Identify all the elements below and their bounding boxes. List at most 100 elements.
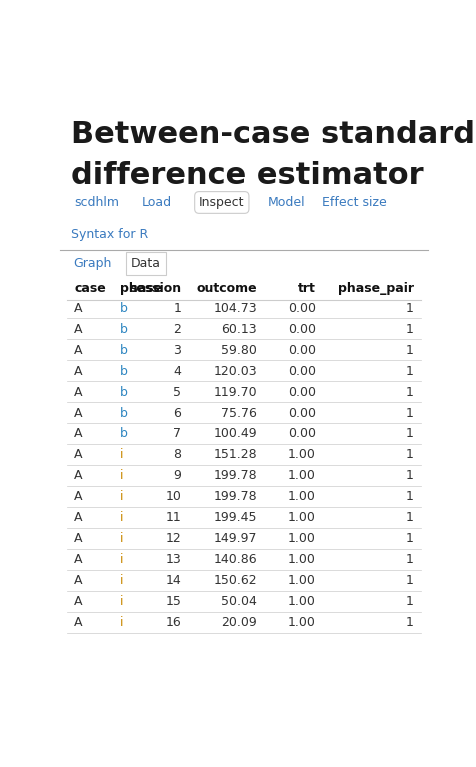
Text: b: b bbox=[120, 323, 128, 336]
Text: 11: 11 bbox=[166, 512, 181, 525]
Text: 0.00: 0.00 bbox=[288, 301, 316, 314]
Text: i: i bbox=[120, 490, 124, 503]
Text: session: session bbox=[129, 282, 181, 295]
Text: 7: 7 bbox=[173, 427, 181, 440]
Text: case: case bbox=[74, 282, 106, 295]
Text: 119.70: 119.70 bbox=[213, 386, 257, 399]
Text: Data: Data bbox=[131, 257, 161, 270]
Text: trt: trt bbox=[298, 282, 316, 295]
Text: A: A bbox=[74, 616, 83, 629]
Text: 59.80: 59.80 bbox=[221, 344, 257, 357]
Text: b: b bbox=[120, 407, 128, 420]
Text: A: A bbox=[74, 344, 83, 357]
Text: 0.00: 0.00 bbox=[288, 323, 316, 336]
Text: 1: 1 bbox=[406, 344, 414, 357]
Text: scdhlm: scdhlm bbox=[74, 196, 119, 209]
Text: phase: phase bbox=[120, 282, 162, 295]
Text: 1: 1 bbox=[406, 386, 414, 399]
Text: Inspect: Inspect bbox=[199, 196, 245, 209]
Text: b: b bbox=[120, 364, 128, 377]
Text: 0.00: 0.00 bbox=[288, 427, 316, 440]
Text: A: A bbox=[74, 449, 83, 462]
Text: i: i bbox=[120, 574, 124, 588]
Text: Between-case standardized mean: Between-case standardized mean bbox=[70, 120, 476, 150]
Text: Syntax for R: Syntax for R bbox=[70, 229, 148, 242]
Text: 1: 1 bbox=[406, 595, 414, 608]
Text: 1: 1 bbox=[406, 490, 414, 503]
Text: phase_pair: phase_pair bbox=[337, 282, 414, 295]
Text: A: A bbox=[74, 553, 83, 566]
Text: 1: 1 bbox=[406, 574, 414, 588]
Text: 13: 13 bbox=[166, 553, 181, 566]
Text: 4: 4 bbox=[173, 364, 181, 377]
Text: A: A bbox=[74, 427, 83, 440]
Text: 1: 1 bbox=[406, 364, 414, 377]
Text: A: A bbox=[74, 407, 83, 420]
Text: 12: 12 bbox=[166, 532, 181, 545]
Text: 1: 1 bbox=[173, 301, 181, 314]
Text: 1.00: 1.00 bbox=[288, 616, 316, 629]
Text: A: A bbox=[74, 490, 83, 503]
Text: 151.28: 151.28 bbox=[213, 449, 257, 462]
Text: 1: 1 bbox=[406, 532, 414, 545]
Text: 0.00: 0.00 bbox=[288, 407, 316, 420]
Text: A: A bbox=[74, 469, 83, 482]
Text: Graph: Graph bbox=[73, 257, 112, 270]
Text: difference estimator: difference estimator bbox=[70, 160, 423, 189]
Text: 1: 1 bbox=[406, 301, 414, 314]
Text: 1.00: 1.00 bbox=[288, 574, 316, 588]
Text: 104.73: 104.73 bbox=[213, 301, 257, 314]
Text: A: A bbox=[74, 512, 83, 525]
Text: Effect size: Effect size bbox=[322, 196, 387, 209]
Text: 199.78: 199.78 bbox=[213, 469, 257, 482]
Text: A: A bbox=[74, 386, 83, 399]
Text: A: A bbox=[74, 301, 83, 314]
Text: 199.45: 199.45 bbox=[213, 512, 257, 525]
Text: 1.00: 1.00 bbox=[288, 553, 316, 566]
Text: 0.00: 0.00 bbox=[288, 364, 316, 377]
Text: 10: 10 bbox=[165, 490, 181, 503]
Text: i: i bbox=[120, 469, 124, 482]
Text: 1.00: 1.00 bbox=[288, 490, 316, 503]
Text: 20.09: 20.09 bbox=[221, 616, 257, 629]
Text: i: i bbox=[120, 449, 124, 462]
Text: b: b bbox=[120, 386, 128, 399]
Text: 1: 1 bbox=[406, 616, 414, 629]
Text: 14: 14 bbox=[166, 574, 181, 588]
Text: Load: Load bbox=[142, 196, 172, 209]
Text: 1.00: 1.00 bbox=[288, 595, 316, 608]
Text: i: i bbox=[120, 595, 124, 608]
Text: 0.00: 0.00 bbox=[288, 344, 316, 357]
Text: 15: 15 bbox=[165, 595, 181, 608]
Text: 0.00: 0.00 bbox=[288, 386, 316, 399]
Text: 1: 1 bbox=[406, 323, 414, 336]
Text: 2: 2 bbox=[173, 323, 181, 336]
Text: Model: Model bbox=[268, 196, 305, 209]
Text: 1.00: 1.00 bbox=[288, 512, 316, 525]
Text: b: b bbox=[120, 301, 128, 314]
Text: b: b bbox=[120, 427, 128, 440]
Text: 1: 1 bbox=[406, 553, 414, 566]
Text: 1: 1 bbox=[406, 512, 414, 525]
Text: 120.03: 120.03 bbox=[213, 364, 257, 377]
Text: A: A bbox=[74, 364, 83, 377]
Text: 1.00: 1.00 bbox=[288, 469, 316, 482]
Text: i: i bbox=[120, 553, 124, 566]
Text: 1.00: 1.00 bbox=[288, 532, 316, 545]
Text: A: A bbox=[74, 595, 83, 608]
Text: 75.76: 75.76 bbox=[221, 407, 257, 420]
Text: A: A bbox=[74, 532, 83, 545]
Text: i: i bbox=[120, 512, 124, 525]
Text: A: A bbox=[74, 323, 83, 336]
Text: 5: 5 bbox=[173, 386, 181, 399]
Text: 1: 1 bbox=[406, 449, 414, 462]
Text: 6: 6 bbox=[173, 407, 181, 420]
Text: outcome: outcome bbox=[196, 282, 257, 295]
Text: 1: 1 bbox=[406, 469, 414, 482]
Text: 3: 3 bbox=[173, 344, 181, 357]
Text: 16: 16 bbox=[166, 616, 181, 629]
Text: 100.49: 100.49 bbox=[213, 427, 257, 440]
Text: 140.86: 140.86 bbox=[213, 553, 257, 566]
Text: 1.00: 1.00 bbox=[288, 449, 316, 462]
Text: i: i bbox=[120, 616, 124, 629]
